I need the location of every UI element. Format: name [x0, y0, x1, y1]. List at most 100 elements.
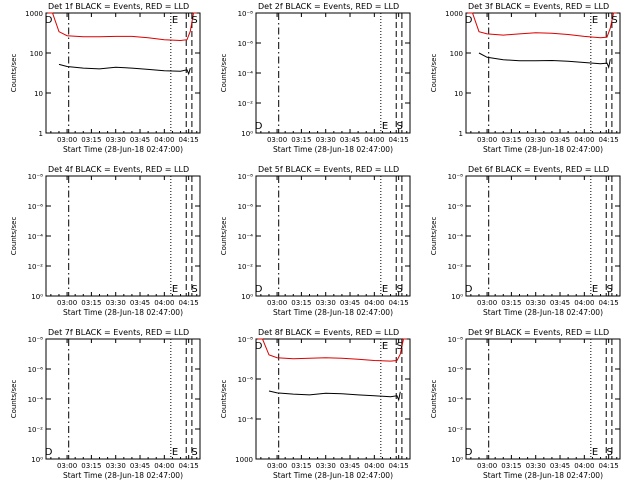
x-tick-label: 04:15: [599, 299, 619, 307]
y-tick-label: 10⁻⁸: [448, 336, 464, 344]
y-axis-label: Counts/sec: [220, 54, 228, 93]
panel-det-5: Det 5f BLACK = Events, RED = LLD Start Ti…: [220, 165, 411, 317]
y-axis-label: Counts/sec: [220, 380, 228, 419]
x-tick-label: 03:00: [57, 462, 77, 470]
events-series-line: [58, 63, 191, 76]
event-marker-s: S: [396, 121, 402, 132]
y-tick-label: 10⁻⁶: [448, 366, 464, 374]
y-tick-label: 1000: [235, 456, 253, 464]
y-tick-label: 10⁻²: [28, 263, 44, 271]
y-tick-label: 10⁻²: [238, 100, 254, 108]
x-tick-label: 03:45: [340, 299, 360, 307]
lld-series-line: [257, 338, 407, 362]
y-tick-label: 10⁻⁶: [28, 366, 44, 374]
y-tick-label: 10⁰: [241, 130, 253, 138]
lld-series-line: [47, 12, 197, 42]
panel-det-4: Det 4f BLACK = Events, RED = LLD Start Ti…: [10, 165, 201, 317]
x-tick-label: 03:30: [526, 136, 546, 144]
y-tick-label: 10⁻²: [28, 426, 44, 434]
panel-title: Det 4f BLACK = Events, RED = LLD: [48, 165, 189, 174]
panel-det-3: Det 3f BLACK = Events, RED = LLD Start Ti…: [430, 2, 621, 154]
event-marker-s: S: [611, 15, 617, 26]
y-tick-label: 10⁰: [241, 293, 253, 301]
y-axis-label: Counts/sec: [430, 217, 438, 256]
x-tick-label: 03:30: [316, 462, 336, 470]
panel-det-2: Det 2f BLACK = Events, RED = LLD Start Ti…: [220, 2, 411, 154]
x-tick-label: 03:15: [291, 462, 311, 470]
y-tick-label: 10⁻⁴: [448, 396, 464, 404]
y-axis-label: Counts/sec: [220, 217, 228, 256]
event-marker-e: E: [172, 284, 178, 295]
x-axis-label: Start Time (28-Jun-18 02:47:00): [63, 145, 183, 154]
event-marker-s: S: [396, 284, 402, 295]
y-axis-label: Counts/sec: [430, 380, 438, 419]
x-tick-label: 03:30: [316, 136, 336, 144]
x-tick-label: 03:30: [106, 299, 126, 307]
y-tick-label: 10⁻⁴: [448, 233, 464, 241]
x-tick-label: 04:00: [154, 299, 174, 307]
event-marker-e: E: [382, 121, 388, 132]
x-tick-label: 03:15: [501, 299, 521, 307]
event-marker-e: E: [592, 15, 598, 26]
x-tick-label: 03:00: [57, 299, 77, 307]
lld-series-line: [467, 12, 617, 39]
panel-det-8: Det 8f BLACK = Events, RED = LLD Start Ti…: [220, 328, 411, 480]
x-tick-label: 04:15: [179, 462, 199, 470]
panel-title: Det 9f BLACK = Events, RED = LLD: [468, 328, 609, 337]
y-tick-label: 10⁻⁸: [28, 173, 44, 181]
x-axis-label: Start Time (28-Jun-18 02:47:00): [63, 308, 183, 317]
x-tick-label: 04:00: [574, 136, 594, 144]
events-series-line: [268, 390, 401, 402]
x-tick-label: 03:00: [477, 299, 497, 307]
x-axis-label: Start Time (28-Jun-18 02:47:00): [273, 145, 393, 154]
plot-frame: [255, 338, 411, 460]
x-tick-label: 04:00: [574, 299, 594, 307]
event-marker-d: D: [255, 121, 263, 132]
x-tick-label: 03:00: [267, 299, 287, 307]
event-marker-s: S: [191, 447, 197, 458]
x-tick-label: 03:30: [106, 136, 126, 144]
y-tick-label: 10⁻²: [448, 426, 464, 434]
panel-title: Det 2f BLACK = Events, RED = LLD: [258, 2, 399, 11]
event-marker-e: E: [382, 341, 388, 352]
y-tick-label: 1: [39, 130, 43, 138]
x-tick-label: 04:15: [599, 136, 619, 144]
event-marker-s: S: [191, 15, 197, 26]
y-tick-label: 1000: [445, 10, 463, 18]
event-marker-e: E: [592, 447, 598, 458]
y-tick-label: 10⁻⁶: [238, 203, 254, 211]
y-tick-label: 10⁻⁴: [238, 70, 254, 78]
x-tick-label: 03:15: [81, 299, 101, 307]
events-series-line: [478, 52, 611, 70]
y-tick-label: 10⁻⁴: [238, 416, 254, 424]
panel-det-6: Det 6f BLACK = Events, RED = LLD Start Ti…: [430, 165, 621, 317]
x-axis-label: Start Time (28-Jun-18 02:47:00): [483, 145, 603, 154]
y-tick-label: 100: [450, 50, 463, 58]
x-tick-label: 03:30: [526, 462, 546, 470]
y-tick-label: 10⁻⁸: [238, 10, 254, 18]
y-tick-label: 10⁻⁸: [238, 336, 254, 344]
y-tick-label: 10⁻²: [448, 263, 464, 271]
x-tick-label: 04:15: [389, 299, 409, 307]
panel-title: Det 6f BLACK = Events, RED = LLD: [468, 165, 609, 174]
event-marker-e: E: [172, 15, 178, 26]
panel-title: Det 5f BLACK = Events, RED = LLD: [258, 165, 399, 174]
panel-title: Det 8f BLACK = Events, RED = LLD: [258, 328, 399, 337]
event-marker-e: E: [592, 284, 598, 295]
x-axis-label: Start Time (28-Jun-18 02:47:00): [273, 308, 393, 317]
x-tick-label: 03:15: [291, 299, 311, 307]
x-axis-label: Start Time (28-Jun-18 02:47:00): [63, 471, 183, 480]
x-tick-label: 03:30: [106, 462, 126, 470]
x-tick-label: 03:45: [550, 136, 570, 144]
x-tick-label: 03:45: [550, 462, 570, 470]
y-axis-label: Counts/sec: [10, 217, 18, 256]
y-tick-label: 10⁻⁸: [448, 173, 464, 181]
panel-det-1: Det 1f BLACK = Events, RED = LLD Start Ti…: [10, 2, 201, 154]
x-tick-label: 04:00: [154, 462, 174, 470]
y-tick-label: 10⁻⁸: [238, 173, 254, 181]
x-axis-label: Start Time (28-Jun-18 02:47:00): [483, 471, 603, 480]
plot-frame: [45, 12, 201, 134]
x-tick-label: 03:00: [267, 462, 287, 470]
panel-title: Det 1f BLACK = Events, RED = LLD: [48, 2, 189, 11]
